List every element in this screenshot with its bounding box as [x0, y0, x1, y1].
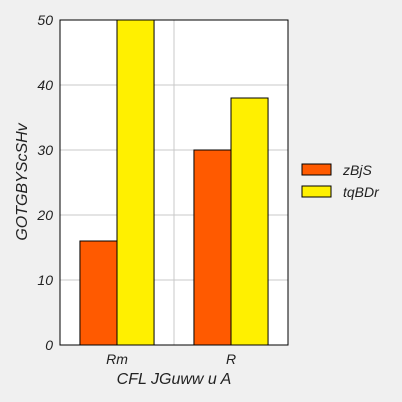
legend: zBjS tqBDr: [301, 162, 380, 200]
y-tick-label: 10: [37, 272, 53, 288]
x-axis-ticks: Rm R: [106, 351, 236, 367]
legend-swatch: [301, 185, 332, 198]
y-axis-title: GOTGBYScSHv: [14, 122, 31, 240]
y-tick-label: 40: [37, 77, 53, 93]
y-axis-ticks: 0 10 20 30 40 50: [36, 12, 53, 353]
bar-zBjS-Rm: [79, 240, 118, 346]
plot-frame: [59, 19, 289, 346]
x-tick-label: Rm: [106, 351, 128, 367]
legend-label: zBjS: [342, 162, 372, 178]
y-tick-label: 20: [36, 207, 53, 223]
x-axis-title: CFL JGuww u A: [117, 371, 232, 388]
legend-swatch: [301, 163, 332, 176]
y-tick-label: 0: [45, 337, 53, 353]
y-tick-label: 30: [37, 142, 53, 158]
bars: [79, 19, 269, 346]
bar-tqBDr-R: [230, 97, 269, 346]
bar-zBjS-R: [193, 149, 232, 346]
y-tick-label: 50: [37, 12, 53, 28]
legend-label: tqBDr: [343, 184, 380, 200]
bar-tqBDr-Rm: [116, 19, 155, 346]
x-tick-label: R: [226, 351, 236, 367]
